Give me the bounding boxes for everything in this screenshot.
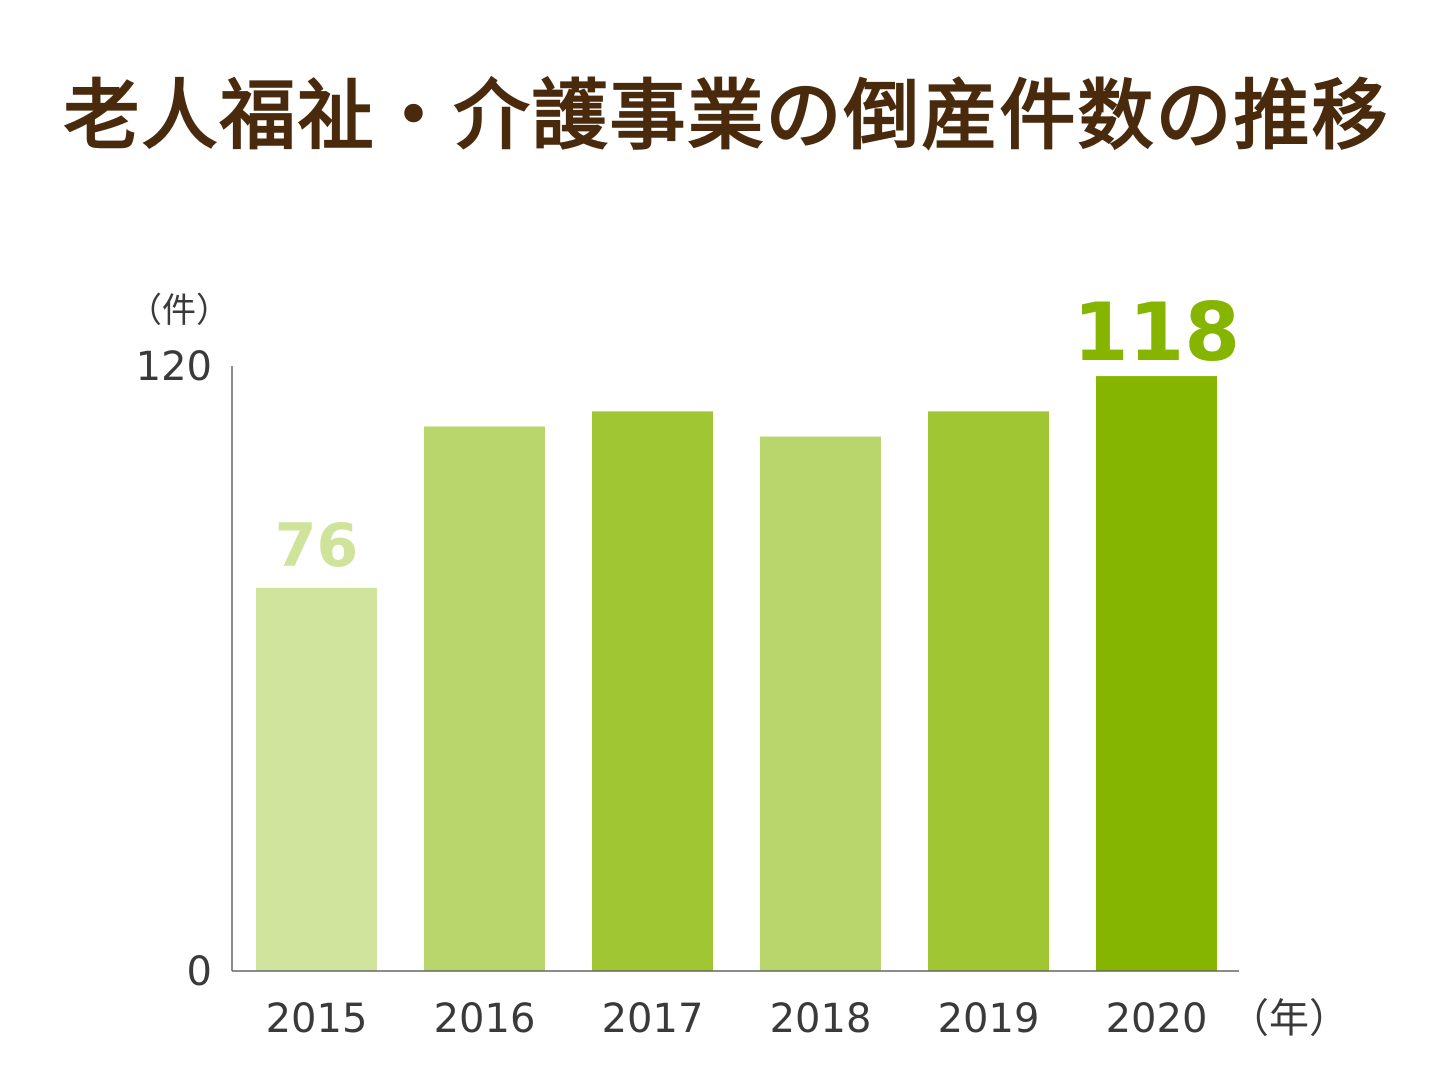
- bar-2017: [592, 411, 713, 971]
- x-tick-label-2020: 2020: [1106, 996, 1208, 1042]
- data-labels-group: 76 118: [275, 286, 1240, 581]
- data-label-2020: 118: [1073, 286, 1240, 379]
- x-tick-label-2015: 2015: [266, 996, 368, 1042]
- bars-group: [256, 376, 1217, 971]
- bar-2019: [928, 411, 1049, 971]
- chart-title: 老人福祉・介護事業の倒産件数の推移: [63, 71, 1390, 160]
- data-label-2015: 76: [275, 511, 359, 581]
- bar-2018: [760, 436, 881, 971]
- y-tick-label-0: 0: [187, 949, 212, 995]
- x-tick-label-2019: 2019: [938, 996, 1040, 1042]
- x-tick-label-2016: 2016: [434, 996, 536, 1042]
- y-tick-labels-group: 0 120: [136, 344, 212, 995]
- bar-2015: [256, 587, 377, 971]
- y-axis-unit-label: （件）: [128, 291, 230, 331]
- x-axis-unit-label: （年）: [1229, 996, 1349, 1042]
- bar-2020: [1096, 376, 1217, 971]
- y-tick-label-120: 120: [136, 344, 212, 390]
- bar-2016: [424, 426, 545, 971]
- x-tick-labels-group: 2015 2016 2017 2018 2019 2020: [266, 996, 1208, 1042]
- x-tick-label-2018: 2018: [770, 996, 872, 1042]
- x-tick-label-2017: 2017: [602, 996, 704, 1042]
